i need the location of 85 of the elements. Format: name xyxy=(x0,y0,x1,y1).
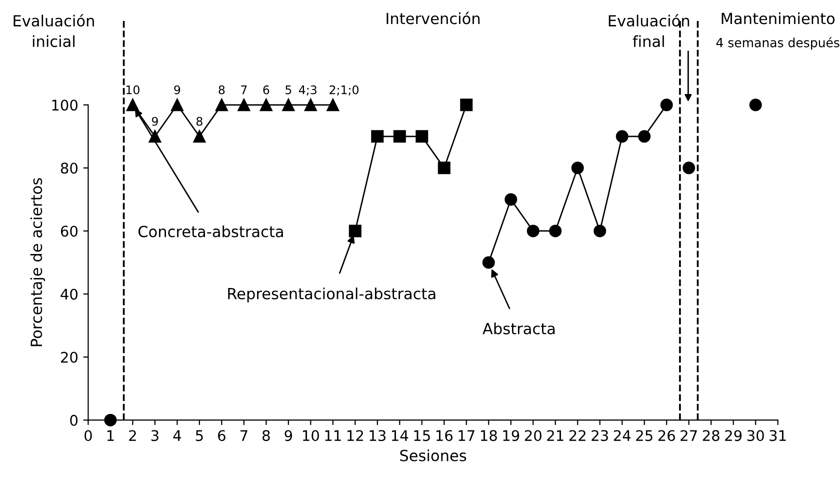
x-tick-label: 31 xyxy=(770,430,786,442)
point xyxy=(215,98,228,112)
x-tick-label: 30 xyxy=(747,430,764,442)
point xyxy=(393,130,406,143)
text: Intervención xyxy=(386,12,480,24)
annotation: 8 xyxy=(218,85,225,94)
annotation: 6 xyxy=(263,85,270,94)
x-tick-label: 3 xyxy=(151,430,158,442)
y-tick-label: 80 xyxy=(60,162,78,174)
x-tick-label: 24 xyxy=(614,430,631,441)
point xyxy=(526,224,540,238)
point xyxy=(660,98,673,112)
x-tick-label: 25 xyxy=(636,430,652,442)
x-tick-label: 19 xyxy=(503,430,520,442)
point xyxy=(260,98,272,112)
x-axis-title: Sesiones xyxy=(400,449,466,462)
point xyxy=(616,130,628,143)
x-tick-label: 0 xyxy=(84,430,92,442)
y-tick-label: 0 xyxy=(70,414,78,426)
point xyxy=(193,130,206,143)
point xyxy=(238,98,250,112)
annotation: 9 xyxy=(174,85,180,94)
point xyxy=(304,98,317,112)
point xyxy=(482,256,495,269)
point xyxy=(416,130,428,143)
x-tick-label: 2 xyxy=(129,430,136,441)
x-tick-label: 18 xyxy=(480,430,497,442)
x-tick-label: 4 xyxy=(173,430,182,441)
point xyxy=(104,414,117,426)
x-tick-label: 1 xyxy=(107,430,114,441)
annotation: Abstracta xyxy=(482,322,555,334)
x-tick-label: 27 xyxy=(680,430,697,441)
x-tick-label: 21 xyxy=(547,430,564,441)
y-axis-title: Porcentaje de aciertos xyxy=(30,178,46,346)
annotation: 4;3 xyxy=(298,85,316,96)
x-tick-label: 12 xyxy=(347,430,363,441)
x-tick-label: 11 xyxy=(325,430,341,441)
y-tick-label: 100 xyxy=(52,100,78,111)
point xyxy=(638,130,651,143)
point xyxy=(126,98,139,112)
y-tick-label: 40 xyxy=(60,288,78,300)
text: Evaluación inicial xyxy=(14,14,94,48)
annotation: 5 xyxy=(286,86,292,94)
x-tick-label: 5 xyxy=(196,430,203,442)
x-tick-label: 22 xyxy=(569,430,586,441)
point xyxy=(549,224,562,238)
text: Mantenimiento xyxy=(722,12,835,24)
text: 4 semanas después xyxy=(716,37,840,50)
y-tick-label: 60 xyxy=(60,226,78,237)
x-tick-label: 26 xyxy=(658,430,675,442)
x-tick-label: 7 xyxy=(240,430,248,441)
point xyxy=(170,98,184,112)
point xyxy=(594,224,606,238)
x-tick-label: 20 xyxy=(524,430,542,442)
point xyxy=(371,130,384,143)
x-tick-label: 17 xyxy=(458,430,474,441)
point xyxy=(504,193,518,206)
annotation: 8 xyxy=(196,116,202,126)
x-tick-label: 13 xyxy=(370,430,386,442)
x-tick-label: 14 xyxy=(392,430,408,441)
text: Evaluación final xyxy=(608,14,690,48)
point xyxy=(282,98,295,112)
annotation: 7 xyxy=(241,86,247,94)
x-tick-label: 10 xyxy=(302,430,319,442)
x-tick-label: 6 xyxy=(218,430,226,442)
y-tick-label: 20 xyxy=(60,352,78,363)
annotation: Representacional-abstracta xyxy=(228,288,436,302)
x-tick-label: 29 xyxy=(725,430,742,442)
x-tick-label: 8 xyxy=(262,430,270,442)
point xyxy=(682,162,696,174)
x-tick-label: 16 xyxy=(436,430,453,442)
annotation: 2;1;0 xyxy=(330,85,358,96)
annotation: 10 xyxy=(126,85,140,94)
point xyxy=(571,162,584,174)
x-tick-label: 15 xyxy=(414,430,430,442)
point xyxy=(326,98,340,112)
point xyxy=(460,98,473,112)
point xyxy=(749,98,762,112)
annotation: Concreta-abstracta xyxy=(138,225,283,238)
x-tick-label: 9 xyxy=(284,430,292,442)
x-tick-label: 28 xyxy=(702,430,720,442)
x-tick-label: 23 xyxy=(592,430,608,442)
annotation: 9 xyxy=(152,116,158,126)
point xyxy=(438,162,450,174)
point xyxy=(348,224,362,238)
